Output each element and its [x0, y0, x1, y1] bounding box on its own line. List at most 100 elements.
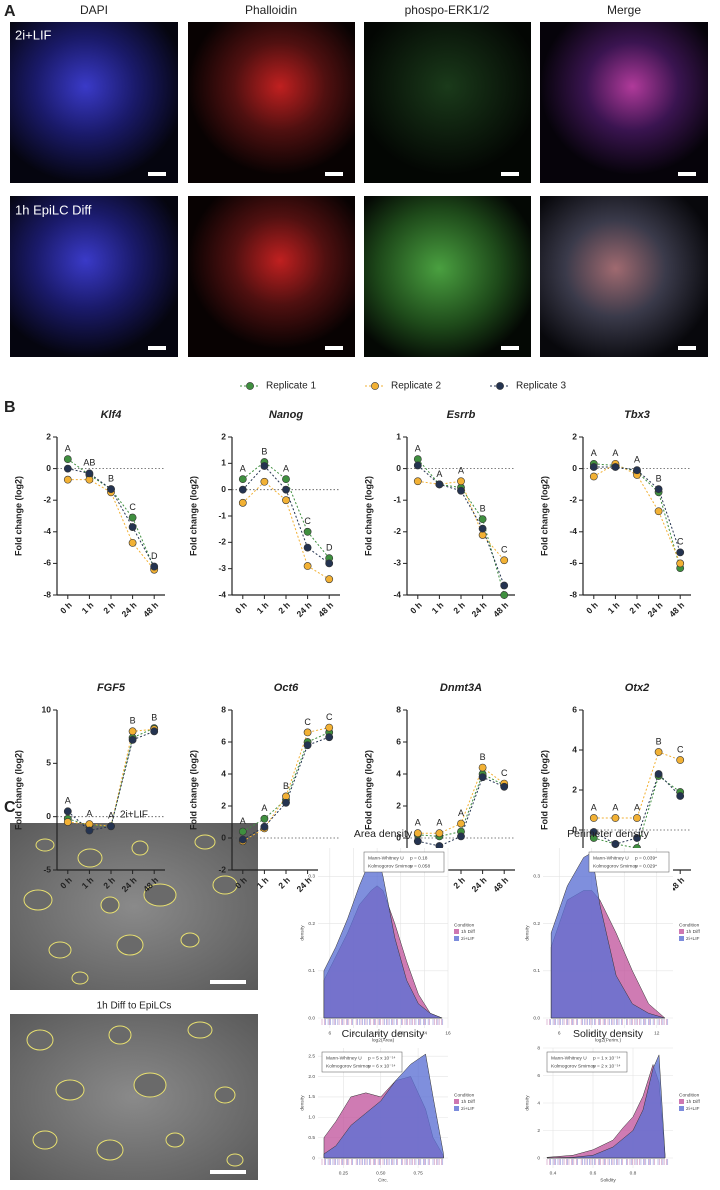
y-axis-label: Fold change (log2)	[363, 476, 373, 556]
data-point	[435, 480, 444, 489]
significance-letter: C	[501, 545, 508, 555]
data-point	[457, 819, 465, 828]
stats-test: Mann-Whitney U	[326, 1055, 362, 1061]
legend-swatch	[679, 1106, 684, 1111]
stats-box	[363, 851, 445, 873]
x-tick-label: 2 h	[627, 600, 643, 616]
significance-letter: A	[86, 809, 92, 819]
chart-title: Circularity density	[342, 1028, 426, 1040]
y-axis-label: Fold change (log2)	[539, 750, 549, 830]
stats-test: Kolmogorov Smirnov	[368, 863, 413, 869]
x-tick-label: 14	[422, 1030, 428, 1036]
y-tick-label: -4	[393, 589, 401, 599]
legend-label: Replicate 2	[391, 381, 441, 392]
data-point	[500, 591, 509, 599]
x-tick-label: 48 h	[667, 600, 686, 619]
y-tick-label: 2	[221, 431, 226, 441]
x-tick-label: 0.8	[630, 1170, 637, 1176]
data-point	[654, 485, 663, 494]
y-tick-label: 4	[537, 1100, 540, 1106]
legend-title: Condition	[454, 922, 475, 928]
x-tick-label: 1 h	[606, 600, 622, 616]
series-line	[417, 773, 505, 837]
data-point	[303, 527, 312, 536]
chart-title: Oct6	[274, 682, 299, 694]
legend-swatch	[679, 929, 684, 934]
legend-label: 2i+LIF	[686, 1106, 700, 1112]
y-tick-label: 0.2	[308, 921, 315, 927]
image-title: 1h Diff to EpiLCs	[97, 1001, 172, 1012]
y-tick-label: 2.5	[308, 1053, 315, 1059]
data-point	[413, 829, 422, 838]
data-point	[325, 559, 334, 568]
data-point	[611, 463, 620, 471]
data-point	[85, 826, 94, 835]
x-tick-label: 0.4	[550, 1170, 557, 1176]
series-line	[242, 727, 330, 842]
y-tick-label: -5	[43, 864, 51, 874]
y-tick-label: -4	[569, 526, 577, 536]
x-tick-label: 0 h	[408, 600, 424, 616]
x-axis-label: log2(Area)	[372, 1037, 395, 1043]
significance-letter: A	[240, 816, 246, 826]
data-point	[260, 814, 269, 823]
x-tick-label: 1 h	[430, 600, 446, 616]
chart-title: Otx2	[625, 682, 649, 694]
y-tick-label: -3	[218, 563, 226, 573]
data-point	[413, 477, 422, 486]
significance-letter: A	[612, 448, 618, 458]
panel-label: A	[4, 3, 16, 20]
y-tick-label: 5	[46, 758, 51, 768]
x-tick-label: 1 h	[80, 600, 96, 616]
legend-swatch	[454, 1106, 459, 1111]
y-axis-label: Fold change (log2)	[188, 476, 198, 556]
data-point	[282, 798, 290, 807]
x-tick-label: 2 h	[101, 600, 117, 616]
stats-test: Mann-Whitney U	[551, 1055, 587, 1061]
significance-letter: A	[436, 469, 442, 479]
x-tick-label: 0.25	[339, 1170, 349, 1176]
significance-letter: B	[261, 446, 267, 456]
significance-letter: A	[634, 802, 640, 812]
significance-letter: A	[65, 796, 71, 806]
stats-p: p = 0.058	[410, 863, 430, 869]
data-point	[128, 735, 137, 744]
significance-letter: C	[326, 712, 333, 722]
y-tick-label: 0	[396, 832, 401, 842]
data-point	[611, 840, 620, 848]
y-axis-label: Fold change (log2)	[13, 750, 23, 830]
rug	[546, 1019, 669, 1025]
legend-label: 2i+LIF	[461, 1106, 475, 1112]
x-tick-label: 12	[654, 1030, 660, 1036]
series-line	[593, 773, 681, 845]
data-point	[654, 507, 663, 516]
image-merge-2	[540, 196, 708, 357]
x-tick-label: 10	[374, 1030, 380, 1036]
data-point	[260, 822, 269, 831]
significance-letter: A	[458, 466, 464, 476]
data-point	[589, 814, 598, 822]
significance-letter: A	[108, 811, 114, 821]
x-tick-label: 12	[398, 1030, 404, 1036]
x-tick-label: 0 h	[584, 600, 600, 616]
data-point	[63, 455, 72, 464]
series-line	[242, 481, 330, 580]
legend-label: Replicate 3	[516, 381, 566, 392]
data-point	[238, 498, 247, 507]
y-tick-label: 6	[572, 704, 577, 714]
density-area	[550, 852, 665, 1019]
chart-title: Klf4	[101, 409, 122, 421]
rug	[546, 1159, 669, 1165]
data-point	[303, 728, 312, 737]
scale-bars	[148, 172, 696, 350]
data-point	[478, 773, 487, 782]
y-tick-label: 2	[572, 784, 577, 794]
y-axis-label: Fold change (log2)	[188, 750, 198, 830]
cell-outlines	[23, 834, 244, 1167]
x-tick-label: 8	[352, 1030, 355, 1036]
x-tick-label: 0 h	[233, 600, 249, 616]
image-phalloidin-2	[188, 196, 355, 357]
legend-swatch	[454, 936, 459, 941]
data-point	[435, 829, 444, 838]
y-tick-label: 0	[396, 463, 401, 473]
